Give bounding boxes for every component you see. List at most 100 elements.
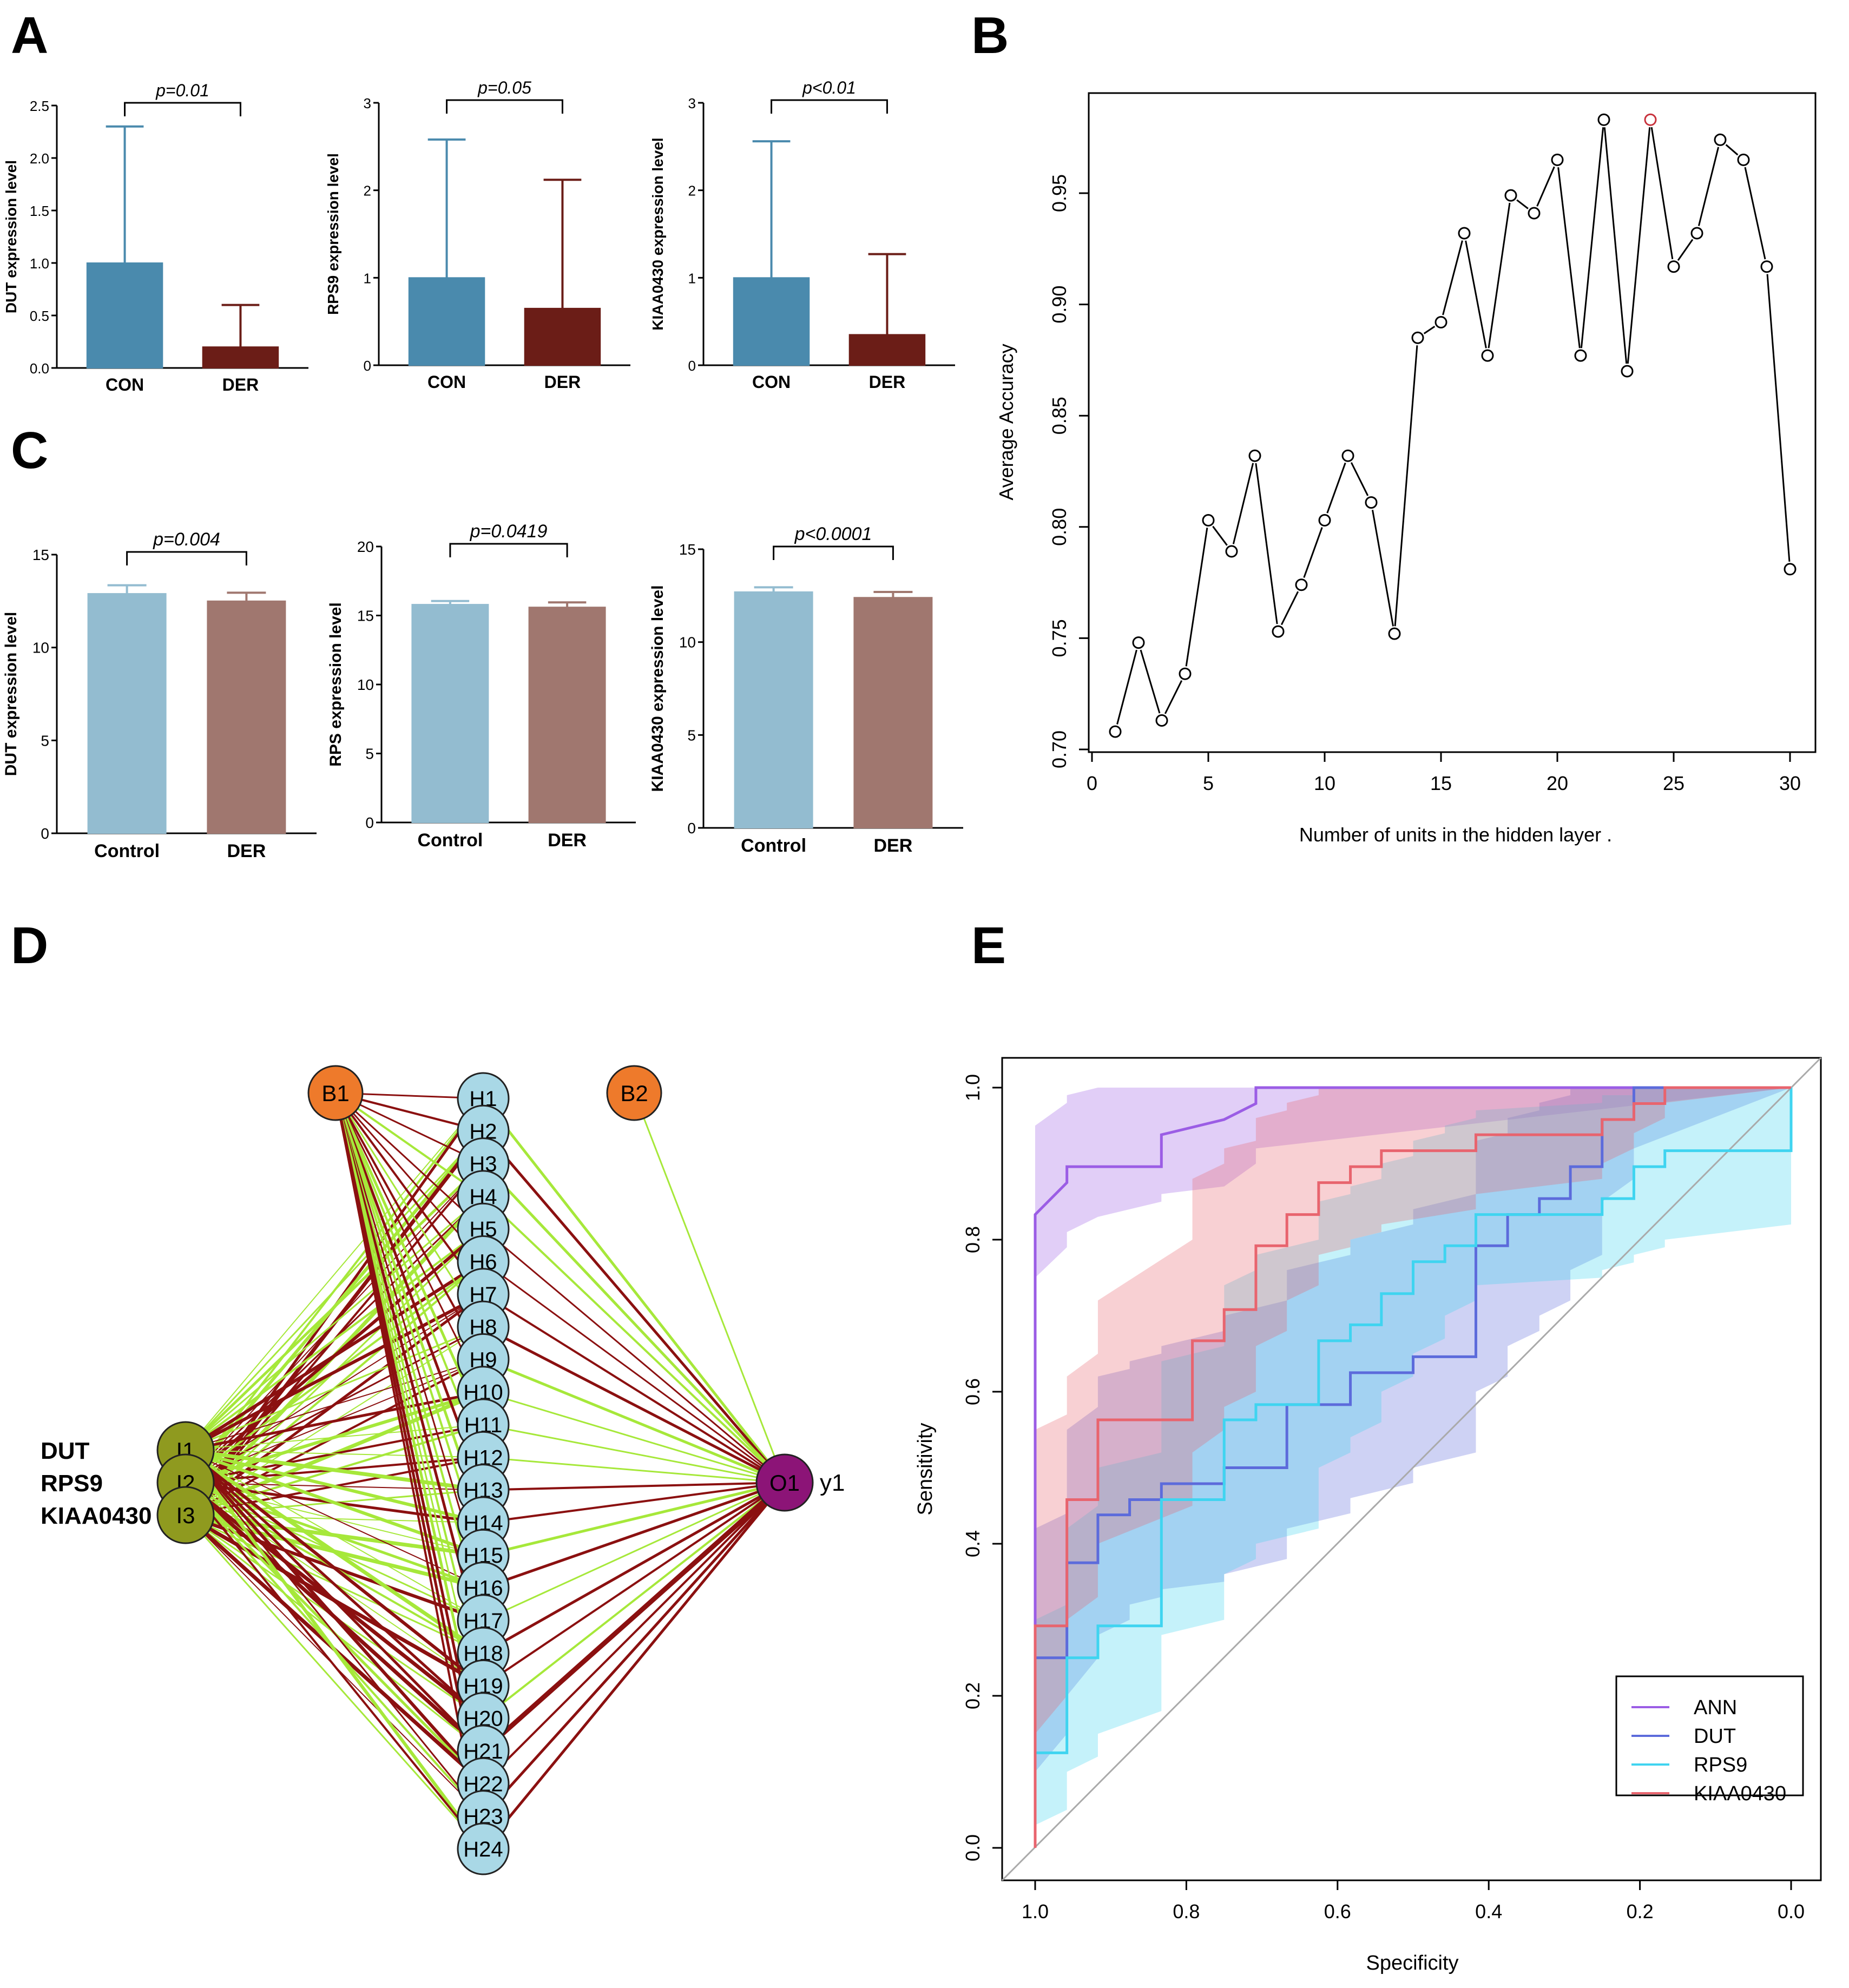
panel-letter-c: C	[11, 422, 48, 479]
p-value-label: p<0.0001	[794, 524, 872, 544]
network-edge	[185, 1449, 484, 1557]
bar-con	[408, 277, 485, 366]
line-segment	[1442, 240, 1463, 315]
x-axis-label: Number of units in the hidden layer .	[1299, 824, 1612, 846]
bar-charts: 0.0 0.5 1.0 1.5 2.0 2.5 CON DER p=0.01 DUT expres…	[2, 78, 963, 861]
legend-label: RPS9	[1694, 1754, 1747, 1776]
data-point	[1179, 667, 1192, 680]
line-segment	[1516, 199, 1529, 209]
data-point	[1341, 449, 1354, 462]
network-edge	[334, 1092, 485, 1426]
data-point	[1667, 260, 1680, 273]
line-segment	[1212, 525, 1228, 546]
y-tick-label: 5	[365, 746, 374, 762]
y-tick-label: 0.90	[1048, 286, 1070, 324]
network-edge	[185, 1293, 484, 1452]
hidden-node	[457, 1822, 510, 1875]
significance-bracket	[124, 102, 241, 116]
significance-bracket	[449, 543, 568, 557]
data-point	[1295, 578, 1308, 591]
network-nodes: H1H2H3H4H5H6H7H8H9H10H11H12H13H14H15H16H…	[41, 1065, 845, 1875]
data-point	[1481, 349, 1494, 362]
diagonal-reference	[1001, 1057, 1822, 1881]
data-point	[1365, 496, 1378, 509]
x-tick-label: 10	[1314, 772, 1335, 794]
network-edge	[185, 1515, 484, 1849]
y-axis-label: DUT expression level	[2, 612, 20, 776]
y-tick-label: 0	[687, 820, 696, 837]
y-tick-label: 2.0	[30, 150, 49, 167]
x-axis-label: Specificity	[1366, 1952, 1458, 1974]
x-tick-label: 15	[1430, 772, 1452, 794]
network-edge	[185, 1098, 484, 1451]
line-segment	[1488, 202, 1511, 348]
line-segment	[1465, 240, 1487, 348]
bar-chart-a3: 0 1 2 3 CON DER p<0.01 KIAA0430 expression leve…	[649, 78, 955, 392]
network-edge	[185, 1449, 484, 1752]
x-tick-label: 0.2	[1627, 1900, 1654, 1923]
data-point	[1504, 189, 1517, 202]
network-edge	[334, 1092, 484, 1360]
x-tick-label: 0.8	[1173, 1900, 1200, 1923]
y-axis-label: KIAA0430 expression level	[649, 585, 667, 792]
y-axis-label: Average Accuracy	[995, 344, 1017, 501]
y-tick-label: 0.0	[30, 360, 49, 377]
y-axis-label: KIAA0430 expression level	[649, 137, 666, 330]
network-edge	[185, 1424, 484, 1451]
x-tick-label: 0.4	[1475, 1900, 1502, 1923]
network-edges	[184, 1092, 786, 1850]
x-tick-label: 0.6	[1324, 1900, 1351, 1923]
roc-chart: 1.0 0.8 0.6 0.4 0.2 0.0 0.0 0.2 0.4 0.6 0.8 1.0 Spec…	[914, 1057, 1822, 1974]
bias-node-label: B1	[321, 1081, 349, 1106]
significance-bracket	[773, 545, 894, 560]
y-tick-label: 0	[365, 814, 374, 831]
y-tick-label: 10	[32, 640, 49, 656]
network-edge	[482, 1195, 786, 1484]
band-kiaa0430	[1035, 1088, 1791, 1848]
line-segment	[1140, 649, 1161, 714]
network-edge	[482, 1482, 786, 1687]
input-feature-label: DUT	[41, 1438, 90, 1464]
p-value-label: p=0.01	[155, 81, 209, 100]
input-node	[156, 1486, 215, 1544]
network-edge	[482, 1482, 786, 1850]
bar-der	[207, 600, 286, 834]
category-label: Control	[741, 835, 806, 856]
category-label: DER	[874, 835, 913, 856]
network-edge	[334, 1092, 484, 1230]
network-edge	[482, 1481, 786, 1655]
line-segment	[1280, 591, 1299, 626]
network-edge	[482, 1480, 786, 1753]
line-segment	[1255, 463, 1278, 624]
network-edge	[185, 1450, 484, 1589]
y-tick-label: 0.70	[1048, 730, 1070, 768]
line-segment	[1744, 167, 1766, 260]
line-segment	[1116, 649, 1137, 725]
roc-curve-ann	[1034, 1086, 1791, 1848]
bias-node	[307, 1065, 364, 1121]
bar-chart-a2: 0 1 2 3 CON DER p=0.05 RPS9 expression level	[325, 78, 630, 392]
y-tick-label: 3	[688, 95, 696, 111]
output-node	[755, 1453, 814, 1512]
data-point	[1690, 227, 1703, 240]
network-edge	[334, 1092, 484, 1621]
network-edge	[483, 1261, 785, 1484]
y-tick-label: 5	[41, 732, 49, 749]
network-edge	[482, 1482, 786, 1785]
category-label: CON	[106, 375, 144, 394]
y-tick-label: 1.5	[30, 203, 49, 219]
network-edge	[483, 1424, 785, 1484]
plot-frame	[1001, 1057, 1822, 1881]
y-tick-label: 10	[679, 634, 696, 651]
line-segment	[1303, 527, 1323, 578]
input-feature-label: KIAA0430	[41, 1503, 152, 1529]
category-label: DER	[869, 372, 906, 392]
roc-curve-dut	[1034, 1086, 1791, 1848]
network-edge	[483, 1481, 785, 1557]
line-segment	[1766, 274, 1791, 562]
data-point	[1388, 627, 1401, 640]
network-edge	[334, 1092, 484, 1197]
network-edge	[483, 1456, 785, 1484]
line-segment	[1326, 462, 1346, 514]
bar-chart-c3: 0 5 10 15 Control DER p<0.0001 KIAA0430 express…	[649, 524, 963, 856]
